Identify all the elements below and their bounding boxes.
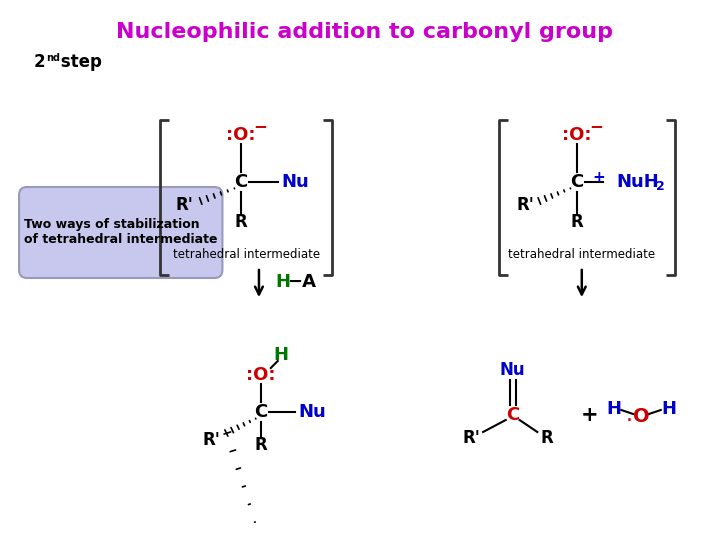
Text: Nu: Nu <box>298 403 326 421</box>
Text: C: C <box>570 173 583 191</box>
Text: step: step <box>55 53 102 71</box>
Text: C: C <box>506 406 519 424</box>
Text: H: H <box>276 273 291 291</box>
Text: :O:: :O: <box>562 126 592 144</box>
Text: R: R <box>255 436 267 454</box>
Text: H: H <box>606 400 621 418</box>
Text: +: + <box>581 405 598 425</box>
Text: −A: −A <box>287 273 317 291</box>
Text: NuH: NuH <box>616 173 659 191</box>
Text: tetrahedral intermediate: tetrahedral intermediate <box>508 248 655 261</box>
Text: tetrahedral intermediate: tetrahedral intermediate <box>173 248 320 261</box>
Text: Nucleophilic addition to carbonyl group: Nucleophilic addition to carbonyl group <box>116 22 613 42</box>
Text: .: . <box>626 405 633 425</box>
Text: 2: 2 <box>656 180 665 193</box>
Text: R': R' <box>176 196 194 214</box>
Text: C: C <box>254 403 268 421</box>
Text: −: − <box>253 117 267 135</box>
Text: Nu: Nu <box>500 361 526 379</box>
Text: R: R <box>235 213 248 231</box>
Text: R': R' <box>516 196 534 214</box>
Text: O: O <box>633 408 649 427</box>
Text: H: H <box>661 400 676 418</box>
Text: R: R <box>541 429 554 447</box>
Text: nd: nd <box>45 53 60 63</box>
Text: Two ways of stabilization
of tetrahedral intermediate: Two ways of stabilization of tetrahedral… <box>24 218 217 246</box>
FancyBboxPatch shape <box>19 187 222 278</box>
Text: C: C <box>235 173 248 191</box>
Text: 2: 2 <box>34 53 45 71</box>
Text: −: − <box>590 117 603 135</box>
Text: H: H <box>273 346 288 364</box>
Text: Nu: Nu <box>282 173 310 191</box>
Text: R': R' <box>462 429 480 447</box>
Text: +: + <box>593 171 606 186</box>
Text: :O:: :O: <box>246 366 276 384</box>
Text: :O:: :O: <box>226 126 256 144</box>
Text: R: R <box>570 213 583 231</box>
Text: R': R' <box>202 431 220 449</box>
